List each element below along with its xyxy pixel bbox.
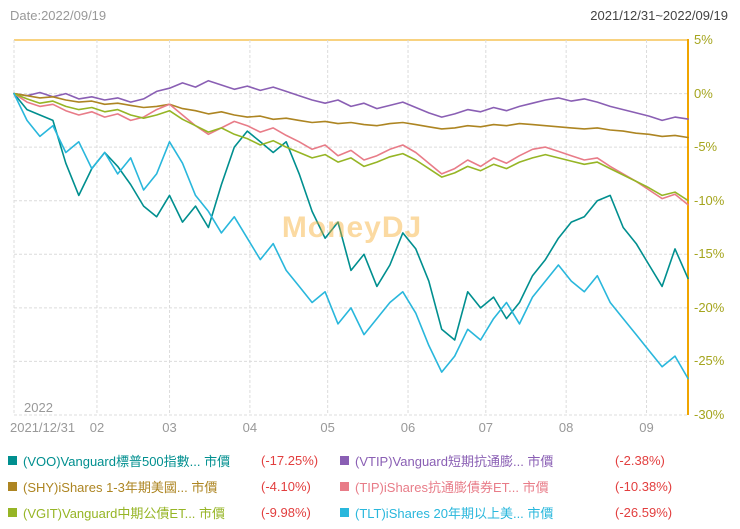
- year-label: 2022: [24, 400, 53, 415]
- legend-pct-tlt: (-26.59%): [615, 505, 673, 520]
- date-label: Date:2022/09/19: [10, 8, 107, 23]
- x-tick-label: 08: [558, 420, 574, 435]
- x-tick-label: 09: [639, 420, 654, 435]
- legend-swatch-vtip: [340, 456, 349, 465]
- legend-item-tlt[interactable]: (TLT)iShares 20年期以上美... 市價 (-26.59%): [340, 501, 736, 524]
- legend-item-vtip[interactable]: (VTIP)Vanguard短期抗通膨... 市價 (-2.38%): [340, 449, 736, 472]
- x-tick-label: 07: [478, 420, 494, 435]
- legend-label-vgit: (VGIT)Vanguard中期公債ET... 市價: [23, 506, 226, 521]
- legend-label-shy: (SHY)iShares 1-3年期美國... 市價: [23, 480, 218, 495]
- legend-label-voo: (VOO)Vanguard標普500指數... 市價: [23, 454, 231, 469]
- legend-swatch-tlt: [340, 508, 349, 517]
- x-tick-label: 04: [242, 420, 258, 435]
- legend-swatch-tip: [340, 482, 349, 491]
- legend-label-vtip: (VTIP)Vanguard短期抗通膨... 市價: [355, 454, 554, 469]
- legend-pct-vgit: (-9.98%): [261, 505, 311, 520]
- legend-pct-tip: (-10.38%): [615, 479, 673, 494]
- x-tick-label: 2021/12/31: [10, 420, 76, 435]
- x-tick-label: 06: [400, 420, 416, 435]
- legend-label-tip: (TIP)iShares抗通膨債券ET... 市價: [355, 480, 549, 495]
- line-chart[interactable]: [0, 0, 740, 445]
- x-tick-label: 03: [162, 420, 177, 435]
- x-axis-labels: 2021/12/31 02 03 04 05 06 07 08 09: [0, 420, 740, 438]
- x-tick-label: 05: [320, 420, 335, 435]
- legend-swatch-voo: [8, 456, 17, 465]
- legend-pct-shy: (-4.10%): [261, 479, 311, 494]
- legend-pct-vtip: (-2.38%): [615, 453, 665, 468]
- legend-item-tip[interactable]: (TIP)iShares抗通膨債券ET... 市價 (-10.38%): [340, 475, 736, 498]
- date-range-label: 2021/12/31~2022/09/19: [590, 8, 728, 23]
- legend-item-voo[interactable]: (VOO)Vanguard標普500指數... 市價 (-17.25%): [8, 449, 340, 472]
- legend-item-vgit[interactable]: (VGIT)Vanguard中期公債ET... 市價 (-9.98%): [8, 501, 340, 524]
- x-tick-label: 02: [89, 420, 105, 435]
- legend-swatch-vgit: [8, 508, 17, 517]
- legend-pct-voo: (-17.25%): [261, 453, 319, 468]
- legend-item-shy[interactable]: (SHY)iShares 1-3年期美國... 市價 (-4.10%): [8, 475, 340, 498]
- watermark: MoneyDJ: [281, 211, 423, 244]
- legend-label-tlt: (TLT)iShares 20年期以上美... 市價: [355, 506, 554, 521]
- legend-swatch-shy: [8, 482, 17, 491]
- legend: (VOO)Vanguard標普500指數... 市價 (-17.25%) (VT…: [8, 449, 736, 524]
